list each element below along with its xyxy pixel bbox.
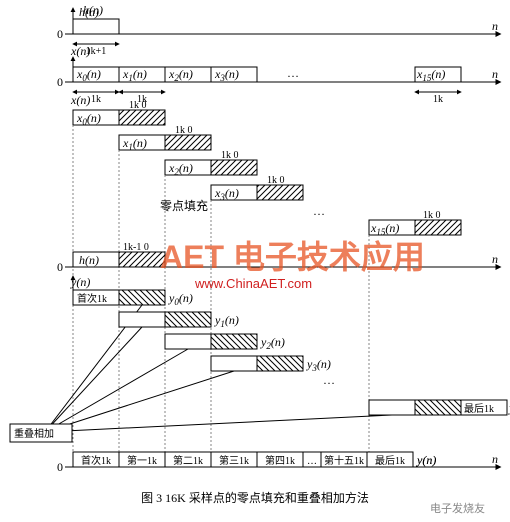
- svg-text:1k: 1k: [91, 94, 101, 105]
- diagram-canvas: 0nh(n)h(n)1k+1 x(n)0nx0(n)x1(n)x2(n)x3(n…: [0, 0, 510, 522]
- svg-text:x15(n): x15(n): [416, 67, 445, 83]
- svg-text:0: 0: [57, 75, 63, 89]
- svg-text:n: n: [492, 67, 498, 81]
- svg-text:x(n): x(n): [70, 93, 90, 107]
- svg-text:第二1k: 第二1k: [173, 454, 203, 467]
- svg-text:y(n): y(n): [416, 453, 436, 467]
- svg-text:1k-1 0: 1k-1 0: [123, 242, 149, 253]
- svg-text:n: n: [492, 252, 498, 266]
- svg-text:1k 0: 1k 0: [221, 150, 239, 161]
- svg-text:首次1k: 首次1k: [77, 292, 107, 305]
- svg-text:n: n: [492, 19, 498, 33]
- svg-text:…: …: [323, 373, 335, 387]
- svg-text:h(n): h(n): [83, 3, 103, 17]
- svg-text:x3(n): x3(n): [214, 67, 239, 83]
- figure-caption: 图 3 16K 采样点的零点填充和重叠相加方法: [141, 490, 369, 505]
- svg-text:…: …: [313, 204, 325, 218]
- svg-text:最后1k: 最后1k: [375, 455, 405, 467]
- svg-text:x2(n): x2(n): [168, 67, 193, 83]
- svg-text:x1(n): x1(n): [122, 136, 147, 152]
- svg-text:…: …: [287, 66, 299, 80]
- svg-text:首次1k: 首次1k: [81, 454, 111, 467]
- svg-text:1k 0: 1k 0: [129, 100, 147, 111]
- svg-text:1k 0: 1k 0: [175, 125, 193, 136]
- svg-text:0: 0: [57, 260, 63, 274]
- svg-text:…: …: [307, 456, 317, 467]
- section-h-n: 0nh(n)h(n)1k+1: [57, 3, 500, 57]
- svg-text:x2(n): x2(n): [168, 161, 193, 177]
- svg-text:第十五1k: 第十五1k: [324, 454, 364, 467]
- section-x-n: x(n)0nx0(n)x1(n)x2(n)x3(n)…x15(n)1k1k1k: [57, 44, 500, 105]
- svg-text:1k 0: 1k 0: [267, 175, 285, 186]
- footer-logo: 电子发烧友: [430, 501, 485, 515]
- svg-text:第四1k: 第四1k: [265, 454, 295, 467]
- svg-text:y0(n): y0(n): [168, 291, 193, 307]
- svg-text:y2(n): y2(n): [260, 335, 285, 351]
- svg-text:x1(n): x1(n): [122, 67, 147, 83]
- section-y-n: y(n)首次1ky0(n)y1(n)y2(n)y3(n)…最后1ky15(n)重…: [10, 275, 510, 442]
- svg-text:0: 0: [57, 27, 63, 41]
- svg-text:x15(n): x15(n): [370, 221, 399, 237]
- svg-text:y3(n): y3(n): [306, 357, 331, 373]
- svg-text:h(n): h(n): [79, 253, 99, 267]
- svg-text:x0(n): x0(n): [76, 111, 101, 127]
- watermark-aet: AET 电子技术应用: [160, 239, 425, 275]
- section-overlap-add: 0n首次1k第一1k第二1k第三1k第四1k…第十五1k最后1ky(n)y(n): [57, 452, 500, 474]
- svg-text:x0(n): x0(n): [76, 67, 101, 83]
- svg-text:重叠相加: 重叠相加: [14, 427, 54, 440]
- svg-text:第一1k: 第一1k: [127, 454, 157, 467]
- svg-text:n: n: [492, 452, 498, 466]
- svg-text:1k 0: 1k 0: [423, 210, 441, 221]
- svg-text:y1(n): y1(n): [214, 313, 239, 329]
- svg-text:第三1k: 第三1k: [219, 454, 249, 467]
- svg-text:最后1k: 最后1k: [464, 403, 494, 415]
- watermark-url: www.ChinaAET.com: [194, 276, 312, 291]
- svg-text:x3(n): x3(n): [214, 186, 239, 202]
- svg-text:1k: 1k: [433, 94, 443, 105]
- svg-text:零点填充: 零点填充: [160, 198, 208, 213]
- svg-text:x(n): x(n): [70, 44, 90, 58]
- svg-text:0: 0: [57, 460, 63, 474]
